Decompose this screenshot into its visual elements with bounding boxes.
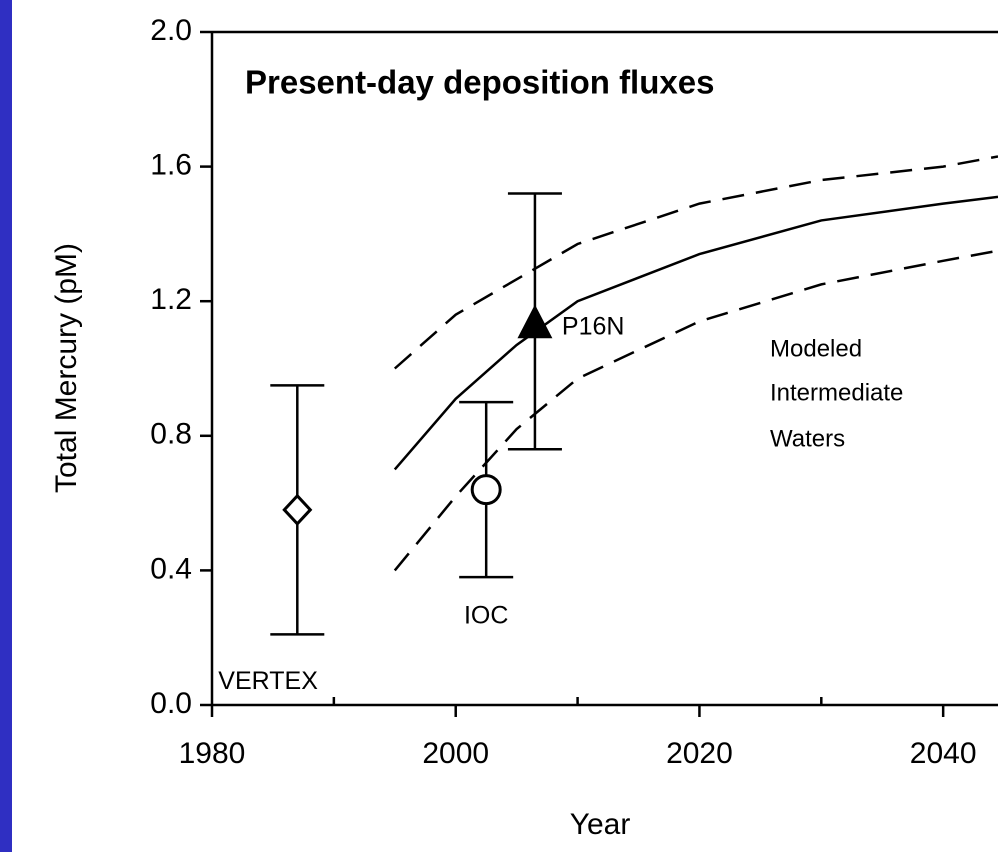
x-axis-label: Year [570, 808, 631, 841]
y-tick-label: 0.4 [150, 552, 192, 585]
x-tick-label: 2020 [666, 737, 733, 770]
model-curve [393, 155, 998, 370]
y-tick-label: 1.6 [150, 149, 192, 182]
point-label: P16N [562, 312, 625, 340]
model-curve [393, 195, 998, 471]
y-tick-label: 0.8 [150, 418, 192, 451]
y-axis-label: Total Mercury (pM) [50, 243, 83, 493]
point-label: VERTEX [218, 667, 318, 695]
x-tick-label: 2040 [910, 737, 977, 770]
annotation: Modeled [770, 335, 862, 362]
annotation: Waters [770, 425, 845, 452]
chart-background [12, 0, 998, 852]
point-label: IOC [464, 602, 508, 630]
point-marker [470, 474, 502, 506]
point-marker [282, 493, 313, 527]
x-tick-label: 2000 [422, 737, 489, 770]
y-tick-label: 1.2 [150, 283, 192, 316]
chart-title: Present-day deposition fluxes [245, 64, 714, 101]
point-marker [517, 304, 553, 339]
annotation: Intermediate [770, 379, 903, 406]
y-tick-label: 2.0 [150, 14, 192, 47]
x-tick-label: 1980 [179, 737, 246, 770]
model-curve [393, 249, 998, 572]
y-tick-label: 0.0 [150, 687, 192, 720]
